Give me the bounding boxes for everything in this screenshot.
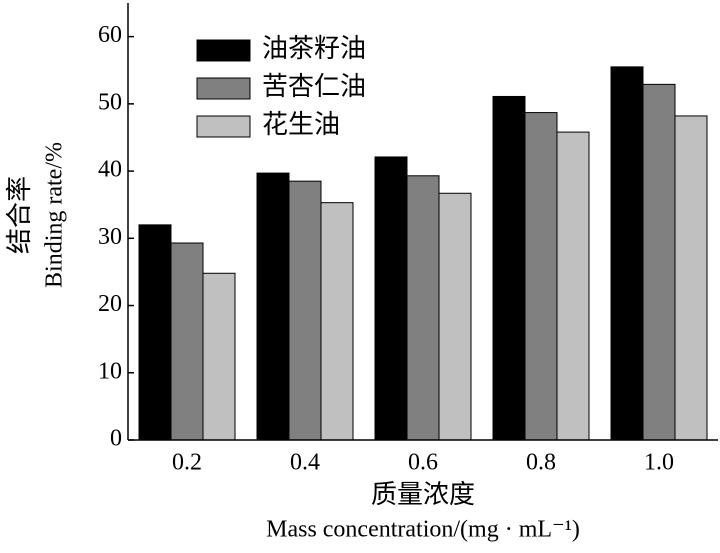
x-tick-label: 0.8 xyxy=(526,450,556,476)
bar xyxy=(674,115,708,441)
y-tick-label: 10 xyxy=(98,358,122,384)
bar xyxy=(642,83,676,441)
y-tick-label: 50 xyxy=(98,89,122,115)
bar xyxy=(288,180,322,441)
y-tick-label: 0 xyxy=(110,426,122,452)
bar xyxy=(170,242,204,441)
x-tick-label: 1.0 xyxy=(644,450,674,476)
x-tick-label: 0.2 xyxy=(172,450,202,476)
x-tick-label: 0.6 xyxy=(408,450,438,476)
x-tick-label: 0.4 xyxy=(290,450,320,476)
bar xyxy=(556,131,590,441)
bar xyxy=(374,156,408,441)
bar xyxy=(320,202,354,441)
x-axis-label: Mass concentration/(mg · mL⁻¹) xyxy=(266,517,580,543)
x-axis-label: 质量浓度 xyxy=(371,480,475,509)
legend-swatch xyxy=(196,77,251,100)
y-tick-label: 60 xyxy=(98,22,122,48)
bar xyxy=(524,112,558,441)
y-axis-label: 结合率 xyxy=(5,176,34,254)
y-tick-label: 20 xyxy=(98,291,122,317)
bar xyxy=(492,95,526,441)
y-tick-label: 40 xyxy=(98,157,122,183)
y-axis-label: Binding rate/% xyxy=(42,142,68,288)
legend-swatch xyxy=(196,39,251,62)
bar xyxy=(138,224,172,441)
y-tick-label: 30 xyxy=(98,224,122,250)
legend-label: 苦杏仁油 xyxy=(262,72,366,101)
legend-swatch xyxy=(196,115,251,138)
bar xyxy=(202,272,236,441)
bar xyxy=(610,66,644,441)
bar xyxy=(406,175,440,441)
bar xyxy=(256,172,290,441)
bar xyxy=(438,192,472,441)
legend-label: 油茶籽油 xyxy=(262,34,366,63)
legend-label: 花生油 xyxy=(262,110,340,139)
